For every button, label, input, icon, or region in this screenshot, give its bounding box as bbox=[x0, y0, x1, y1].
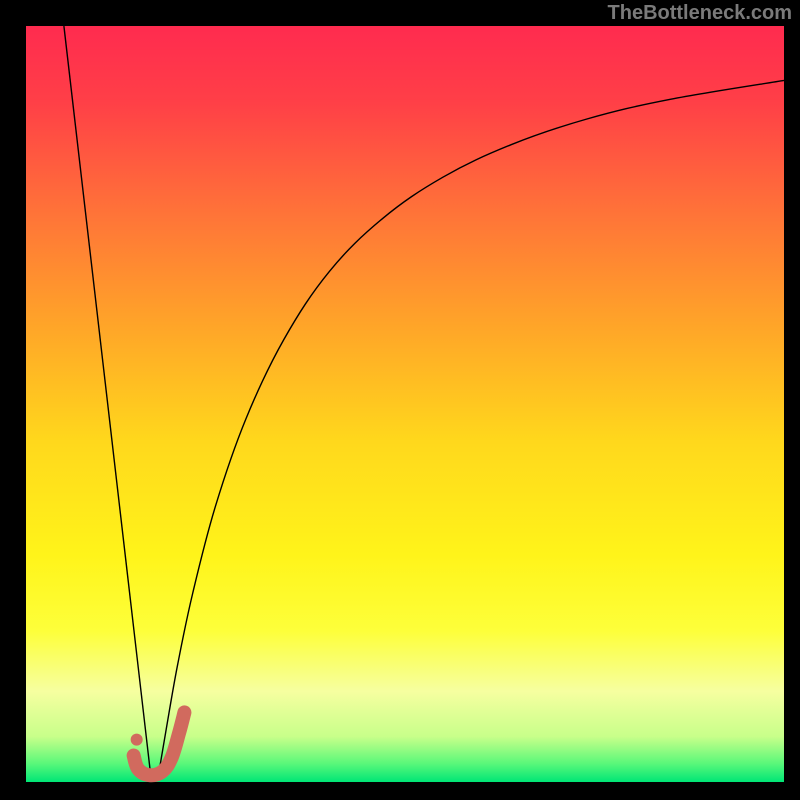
curves-layer bbox=[26, 26, 784, 782]
chart-container: TheBottleneck.com bbox=[0, 0, 800, 800]
right-curve bbox=[158, 80, 784, 778]
marker-dot bbox=[131, 734, 143, 746]
marker-group bbox=[131, 712, 185, 775]
plot-area bbox=[26, 26, 784, 782]
marker-hook bbox=[134, 712, 185, 775]
left-line bbox=[64, 26, 151, 778]
watermark-text: TheBottleneck.com bbox=[608, 2, 792, 25]
